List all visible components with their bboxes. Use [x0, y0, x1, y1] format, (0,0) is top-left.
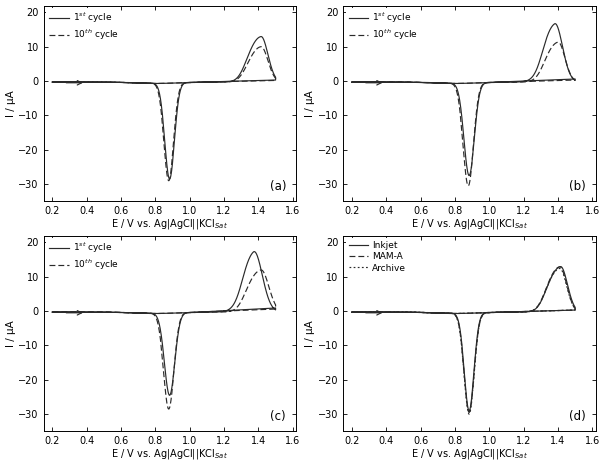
Y-axis label: I / μA: I / μA: [305, 320, 315, 347]
Y-axis label: I / μA: I / μA: [5, 320, 16, 347]
Text: (c): (c): [270, 410, 286, 424]
X-axis label: E / V vs. Ag|AgCl||KCl$_{Sat}$: E / V vs. Ag|AgCl||KCl$_{Sat}$: [411, 218, 528, 232]
Legend: 1$^{st}$ cycle, 10$^{th}$ cycle: 1$^{st}$ cycle, 10$^{th}$ cycle: [346, 8, 421, 45]
X-axis label: E / V vs. Ag|AgCl||KCl$_{Sat}$: E / V vs. Ag|AgCl||KCl$_{Sat}$: [112, 218, 228, 232]
Text: (a): (a): [270, 180, 286, 193]
Y-axis label: I / μA: I / μA: [5, 90, 16, 117]
Y-axis label: I / μA: I / μA: [305, 90, 315, 117]
X-axis label: E / V vs. Ag|AgCl||KCl$_{Sat}$: E / V vs. Ag|AgCl||KCl$_{Sat}$: [112, 447, 228, 461]
Legend: 1$^{st}$ cycle, 10$^{th}$ cycle: 1$^{st}$ cycle, 10$^{th}$ cycle: [47, 238, 121, 275]
Text: (b): (b): [569, 180, 585, 193]
Legend: 1$^{st}$ cycle, 10$^{th}$ cycle: 1$^{st}$ cycle, 10$^{th}$ cycle: [47, 8, 121, 45]
Legend: Inkjet, MAM-A, Archive: Inkjet, MAM-A, Archive: [346, 238, 409, 275]
Text: (d): (d): [569, 410, 585, 424]
X-axis label: E / V vs. Ag|AgCl||KCl$_{Sat}$: E / V vs. Ag|AgCl||KCl$_{Sat}$: [411, 447, 528, 461]
